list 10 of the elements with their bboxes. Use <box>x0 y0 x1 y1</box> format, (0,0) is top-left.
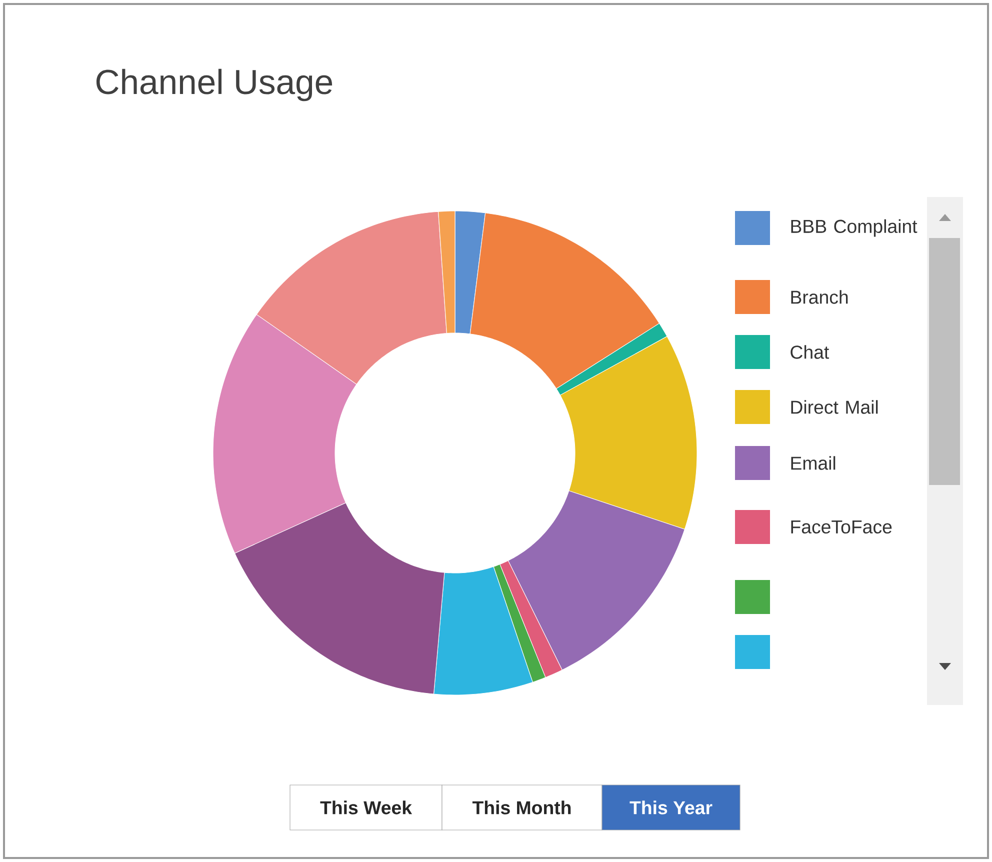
text: This Year <box>630 800 712 814</box>
legend-label: Chat <box>790 345 830 359</box>
text: This Month <box>472 800 571 814</box>
chart-title: Channel Usage <box>96 68 332 102</box>
legend-label: Branch <box>791 290 848 304</box>
legend-label: BBB Complaint <box>791 219 918 237</box>
legend-label: Email <box>791 456 836 470</box>
legend-label: FaceToFace <box>791 520 892 534</box>
text: This Week <box>320 800 412 814</box>
legend-label: Direct Mail <box>791 400 878 414</box>
